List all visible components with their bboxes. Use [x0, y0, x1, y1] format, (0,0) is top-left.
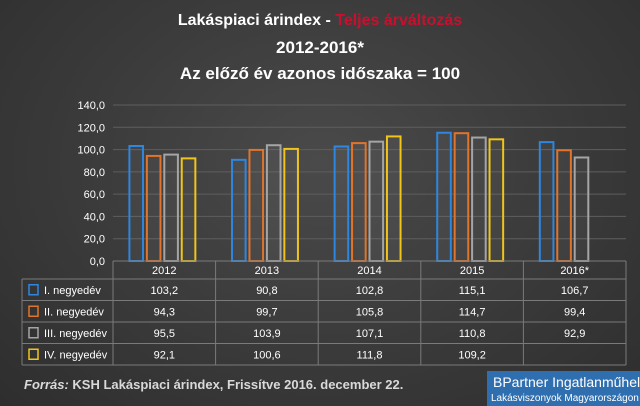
brand-name: BPartner Ingatlanműhely	[493, 374, 640, 390]
bar	[283, 147, 299, 263]
source-text: KSH Lakáspiaci árindex, Frissítve 2016. …	[68, 377, 404, 392]
data-label: 100,6	[253, 349, 281, 361]
x-tick-label: 2015	[460, 265, 484, 277]
data-label: 90,8	[256, 285, 277, 297]
data-label: 92,9	[564, 328, 585, 340]
data-label: 95,5	[154, 328, 175, 340]
chart-title-highlight: Teljes árváltozás	[335, 12, 463, 29]
bar	[333, 145, 350, 262]
data-label: 105,8	[356, 306, 384, 318]
bar	[231, 158, 247, 262]
source-label: Forrás:	[24, 377, 69, 392]
data-label: 107,1	[356, 328, 384, 340]
y-tick-label: 120,0	[77, 122, 105, 134]
x-tick-label: 2014	[357, 265, 381, 277]
bar	[180, 157, 197, 262]
data-label: 99,7	[256, 306, 277, 318]
bar	[538, 141, 555, 262]
legend-label: I. negyedév	[44, 285, 101, 297]
data-label: 103,2	[151, 285, 179, 297]
bar	[453, 132, 470, 262]
legend-label: IV. negyedév	[44, 349, 108, 361]
bar	[471, 136, 487, 262]
y-tick-label: 80,0	[84, 167, 105, 179]
data-label: 109,2	[458, 349, 486, 361]
brand-tagline: Lakásviszonyok Magyarországon	[491, 393, 639, 404]
data-label: 92,1	[154, 349, 175, 361]
x-tick-label: 2016*	[560, 265, 589, 277]
data-label: 115,1	[459, 285, 486, 297]
data-label: 99,4	[564, 306, 585, 318]
bar	[573, 156, 590, 263]
bar	[368, 140, 385, 262]
data-label: 103,9	[253, 328, 281, 340]
bar	[265, 144, 282, 262]
legend-swatch	[28, 348, 39, 360]
bar	[385, 135, 402, 262]
bar	[488, 138, 505, 263]
y-tick-label: 20,0	[84, 234, 105, 246]
bar	[436, 131, 452, 262]
chart-subtitle-years: 2012-2016*	[276, 38, 364, 57]
legend-swatch	[28, 305, 39, 317]
chart-title: Lakáspiaci árindex - Teljes árváltozás	[0, 12, 640, 30]
bar	[163, 153, 179, 262]
y-tick-label: 40,0	[84, 211, 105, 223]
y-tick-label: 0,0	[90, 256, 105, 268]
data-label: 102,8	[356, 285, 384, 297]
legend-label: II. negyedév	[44, 306, 104, 318]
data-label: 111,8	[357, 349, 383, 361]
bar	[145, 154, 162, 262]
y-tick-label: 60,0	[84, 189, 105, 201]
y-tick-label: 140,0	[77, 100, 105, 112]
legend-swatch	[28, 284, 39, 296]
source-note: Forrás: KSH Lakáspiaci árindex, Frissítv…	[24, 377, 403, 392]
chart-subtitle-base: Az előző év azonos időszaka = 100	[179, 64, 461, 83]
brand-badge: BPartner Ingatlanműhely Lakásviszonyok M…	[487, 371, 640, 406]
bar	[556, 149, 572, 263]
chart-title-main: Lakáspiaci árindex -	[177, 12, 336, 29]
data-label: 94,3	[154, 306, 175, 318]
x-tick-label: 2012	[152, 265, 176, 277]
x-tick-label: 2013	[255, 265, 279, 277]
bar	[128, 145, 145, 262]
legend-swatch	[28, 327, 39, 339]
bar	[351, 142, 367, 262]
data-label: 114,7	[459, 306, 486, 318]
y-tick-label: 100,0	[77, 145, 105, 157]
data-label: 110,8	[459, 328, 486, 340]
bar	[248, 148, 265, 262]
data-label: 106,7	[561, 285, 589, 297]
legend-label: III. negyedév	[44, 328, 107, 340]
